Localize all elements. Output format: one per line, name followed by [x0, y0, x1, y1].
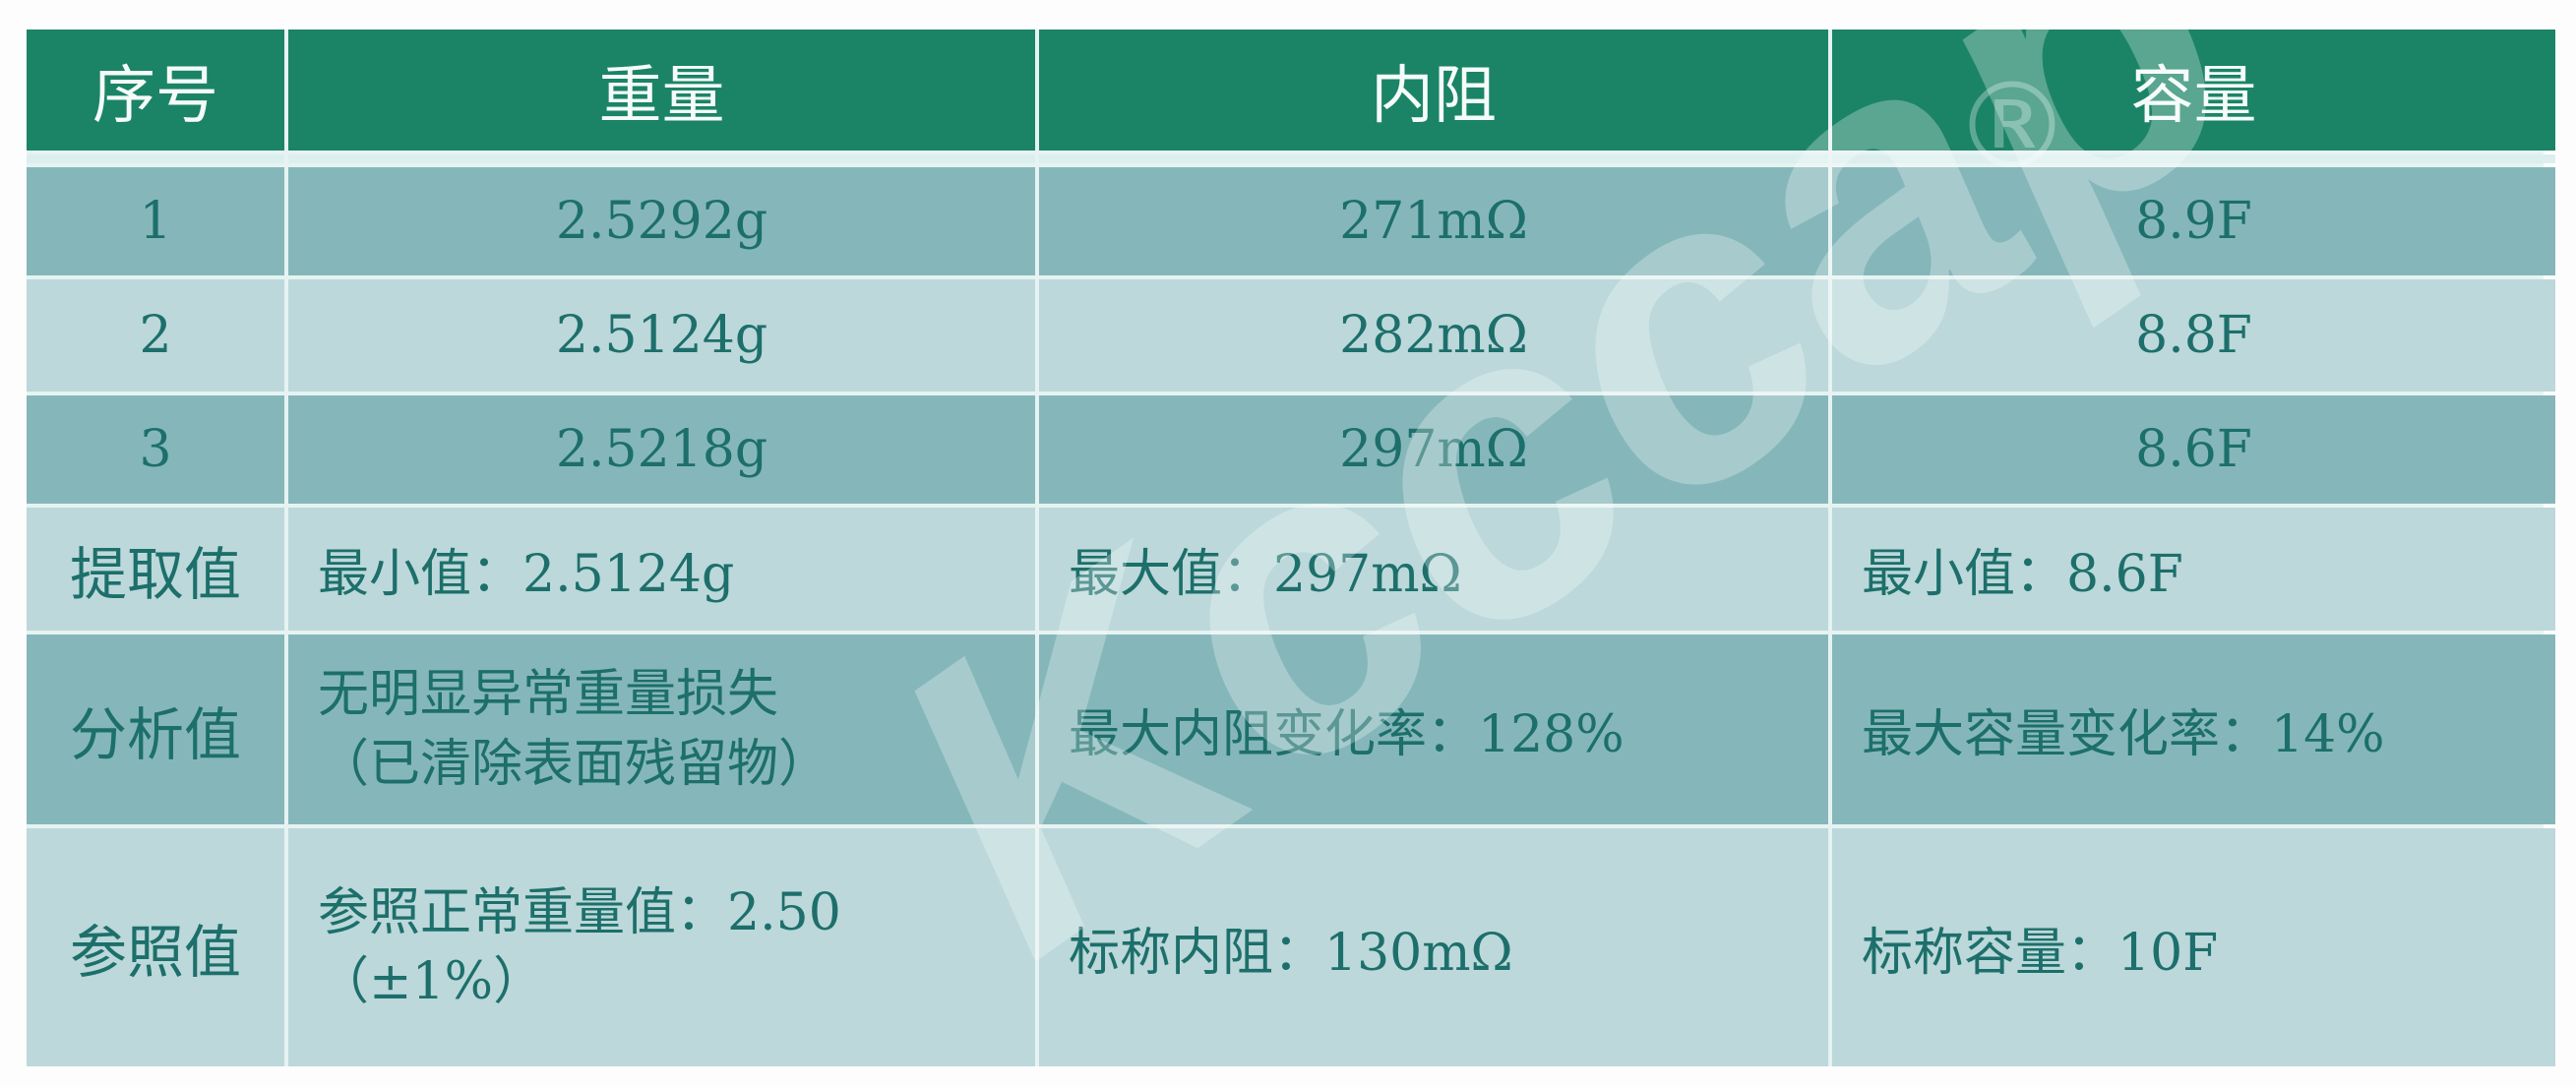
row-2-resistance: 282mΩ [1039, 279, 1828, 392]
header-weight: 重量 [288, 30, 1035, 151]
data-table: 序号 重量 内阻 容量 1 2.5292g 271mΩ 8.9F 2 2.512… [27, 30, 2555, 1066]
analysis-capacity: 最大容量变化率：14% [1832, 634, 2555, 824]
analysis-resistance: 最大内阻变化率：128% [1039, 634, 1828, 824]
row-1-weight: 2.5292g [288, 167, 1035, 275]
analysis-weight-line1: 无明显异常重量损失 [318, 665, 779, 725]
reference-resistance: 标称内阻：130mΩ [1039, 828, 1828, 1066]
extract-capacity: 最小值：8.6F [1832, 508, 2555, 631]
analysis-weight: 无明显异常重量损失 （已清除表面残留物） [288, 634, 1035, 824]
reference-weight-line2: （±1%） [318, 952, 545, 1011]
header-resistance: 内阻 [1039, 30, 1828, 151]
row-3-index: 3 [27, 395, 284, 504]
analysis-label: 分析值 [27, 634, 284, 824]
row-2-capacity: 8.8F [1832, 279, 2555, 392]
analysis-weight-line2: （已清除表面残留物） [318, 734, 830, 794]
row-3-resistance: 297mΩ [1039, 395, 1828, 504]
row-1-resistance: 271mΩ [1039, 167, 1828, 275]
reference-capacity: 标称容量：10F [1832, 828, 2555, 1066]
divider [1832, 154, 2555, 163]
row-2-index: 2 [27, 279, 284, 392]
reference-weight-line1: 参照正常重量值：2.50 [318, 882, 841, 942]
extract-label: 提取值 [27, 508, 284, 631]
row-2-weight: 2.5124g [288, 279, 1035, 392]
divider [1039, 154, 1828, 163]
header-capacity: 容量 [1832, 30, 2555, 151]
header-index: 序号 [27, 30, 284, 151]
row-1-index: 1 [27, 167, 284, 275]
extract-resistance: 最大值：297mΩ [1039, 508, 1828, 631]
row-3-capacity: 8.6F [1832, 395, 2555, 504]
row-1-capacity: 8.9F [1832, 167, 2555, 275]
row-3-weight: 2.5218g [288, 395, 1035, 504]
reference-label: 参照值 [27, 828, 284, 1066]
reference-weight: 参照正常重量值：2.50 （±1%） [288, 828, 1035, 1066]
divider [288, 154, 1035, 163]
divider [27, 154, 284, 163]
extract-weight: 最小值：2.5124g [288, 508, 1035, 631]
